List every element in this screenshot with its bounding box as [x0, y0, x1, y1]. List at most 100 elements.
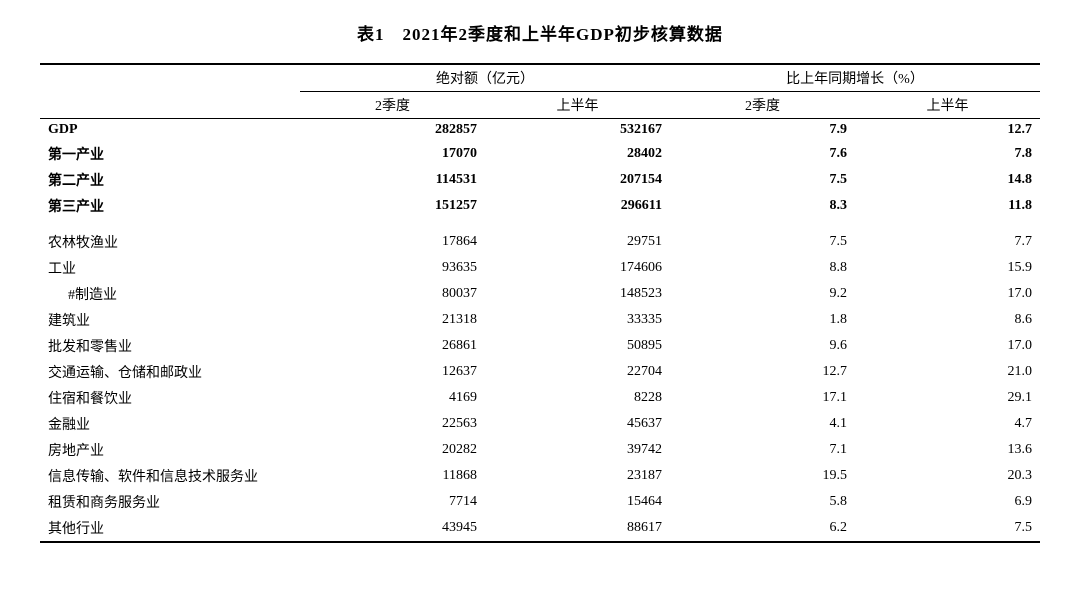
- table-row: 农林牧渔业17864297517.57.7: [40, 229, 1040, 255]
- cell-abs_h1: 207154: [485, 167, 670, 193]
- cell-abs_q2: 22563: [300, 411, 485, 437]
- cell-abs_q2: 80037: [300, 281, 485, 307]
- row-label: #制造业: [40, 281, 300, 307]
- cell-yoy_h1: 7.8: [855, 141, 1040, 167]
- cell-abs_h1: 148523: [485, 281, 670, 307]
- cell-abs_h1: 88617: [485, 515, 670, 542]
- row-label: 交通运输、仓储和邮政业: [40, 359, 300, 385]
- cell-yoy_q2: 8.3: [670, 193, 855, 219]
- table-row: 建筑业21318333351.88.6: [40, 307, 1040, 333]
- cell-abs_q2: 17070: [300, 141, 485, 167]
- table-body: GDP2828575321677.912.7第一产业17070284027.67…: [40, 119, 1040, 543]
- cell-yoy_h1: 20.3: [855, 463, 1040, 489]
- cell-abs_h1: 33335: [485, 307, 670, 333]
- cell-yoy_h1: 29.1: [855, 385, 1040, 411]
- cell-abs_q2: 12637: [300, 359, 485, 385]
- table-row: GDP2828575321677.912.7: [40, 119, 1040, 142]
- cell-yoy_h1: 13.6: [855, 437, 1040, 463]
- table-row: 第三产业1512572966118.311.8: [40, 193, 1040, 219]
- cell-abs_h1: 23187: [485, 463, 670, 489]
- cell-yoy_h1: 7.5: [855, 515, 1040, 542]
- cell-yoy_q2: 9.6: [670, 333, 855, 359]
- row-label: 信息传输、软件和信息技术服务业: [40, 463, 300, 489]
- cell-yoy_h1: 7.7: [855, 229, 1040, 255]
- cell-yoy_q2: 19.5: [670, 463, 855, 489]
- table-title: 表1 2021年2季度和上半年GDP初步核算数据: [40, 20, 1040, 45]
- cell-abs_h1: 296611: [485, 193, 670, 219]
- row-label: 第二产业: [40, 167, 300, 193]
- header-group-yoy: 比上年同期增长（%）: [670, 64, 1040, 92]
- cell-yoy_h1: 14.8: [855, 167, 1040, 193]
- row-label: 其他行业: [40, 515, 300, 542]
- table-row: 其他行业43945886176.27.5: [40, 515, 1040, 542]
- row-label: 工业: [40, 255, 300, 281]
- cell-yoy_h1: 15.9: [855, 255, 1040, 281]
- row-label: 金融业: [40, 411, 300, 437]
- cell-abs_q2: 17864: [300, 229, 485, 255]
- row-label: 第一产业: [40, 141, 300, 167]
- cell-yoy_h1: 6.9: [855, 489, 1040, 515]
- row-label: 建筑业: [40, 307, 300, 333]
- table-row: 房地产业20282397427.113.6: [40, 437, 1040, 463]
- table-row: 信息传输、软件和信息技术服务业118682318719.520.3: [40, 463, 1040, 489]
- row-label: 租赁和商务服务业: [40, 489, 300, 515]
- table-row: 工业936351746068.815.9: [40, 255, 1040, 281]
- cell-yoy_h1: 17.0: [855, 281, 1040, 307]
- table-row: #制造业800371485239.217.0: [40, 281, 1040, 307]
- cell-abs_q2: 21318: [300, 307, 485, 333]
- cell-yoy_q2: 6.2: [670, 515, 855, 542]
- cell-yoy_h1: 17.0: [855, 333, 1040, 359]
- cell-abs_q2: 11868: [300, 463, 485, 489]
- cell-yoy_q2: 7.5: [670, 167, 855, 193]
- cell-yoy_q2: 7.1: [670, 437, 855, 463]
- cell-yoy_q2: 12.7: [670, 359, 855, 385]
- cell-abs_h1: 22704: [485, 359, 670, 385]
- table-row: 住宿和餐饮业4169822817.129.1: [40, 385, 1040, 411]
- cell-abs_h1: 174606: [485, 255, 670, 281]
- cell-abs_q2: 43945: [300, 515, 485, 542]
- cell-yoy_h1: 4.7: [855, 411, 1040, 437]
- cell-yoy_q2: 7.6: [670, 141, 855, 167]
- cell-abs_h1: 45637: [485, 411, 670, 437]
- row-label: 农林牧渔业: [40, 229, 300, 255]
- cell-abs_q2: 20282: [300, 437, 485, 463]
- cell-yoy_q2: 1.8: [670, 307, 855, 333]
- table-row: 交通运输、仓储和邮政业126372270412.721.0: [40, 359, 1040, 385]
- cell-abs_h1: 39742: [485, 437, 670, 463]
- table-row: 第一产业17070284027.67.8: [40, 141, 1040, 167]
- cell-abs_h1: 50895: [485, 333, 670, 359]
- cell-abs_h1: 532167: [485, 119, 670, 142]
- header-abs-h1: 上半年: [485, 92, 670, 119]
- cell-abs_q2: 93635: [300, 255, 485, 281]
- cell-yoy_q2: 9.2: [670, 281, 855, 307]
- cell-yoy_q2: 4.1: [670, 411, 855, 437]
- cell-abs_q2: 26861: [300, 333, 485, 359]
- row-label: 第三产业: [40, 193, 300, 219]
- header-yoy-h1: 上半年: [855, 92, 1040, 119]
- header-abs-q2: 2季度: [300, 92, 485, 119]
- cell-yoy_q2: 7.9: [670, 119, 855, 142]
- cell-abs_q2: 7714: [300, 489, 485, 515]
- cell-yoy_q2: 5.8: [670, 489, 855, 515]
- cell-abs_q2: 114531: [300, 167, 485, 193]
- table-row: 租赁和商务服务业7714154645.86.9: [40, 489, 1040, 515]
- gdp-table: 绝对额（亿元） 比上年同期增长（%） 2季度 上半年 2季度 上半年 GDP28…: [40, 63, 1040, 543]
- cell-abs_q2: 151257: [300, 193, 485, 219]
- row-label: 房地产业: [40, 437, 300, 463]
- cell-yoy_q2: 7.5: [670, 229, 855, 255]
- cell-yoy_q2: 17.1: [670, 385, 855, 411]
- cell-abs_h1: 29751: [485, 229, 670, 255]
- cell-abs_h1: 28402: [485, 141, 670, 167]
- cell-yoy_h1: 21.0: [855, 359, 1040, 385]
- row-label: 批发和零售业: [40, 333, 300, 359]
- cell-abs_q2: 4169: [300, 385, 485, 411]
- cell-yoy_h1: 11.8: [855, 193, 1040, 219]
- header-blank: [40, 64, 300, 119]
- cell-yoy_h1: 8.6: [855, 307, 1040, 333]
- cell-abs_h1: 15464: [485, 489, 670, 515]
- header-yoy-q2: 2季度: [670, 92, 855, 119]
- cell-abs_q2: 282857: [300, 119, 485, 142]
- cell-abs_h1: 8228: [485, 385, 670, 411]
- spacer-row: [40, 219, 1040, 229]
- row-label: 住宿和餐饮业: [40, 385, 300, 411]
